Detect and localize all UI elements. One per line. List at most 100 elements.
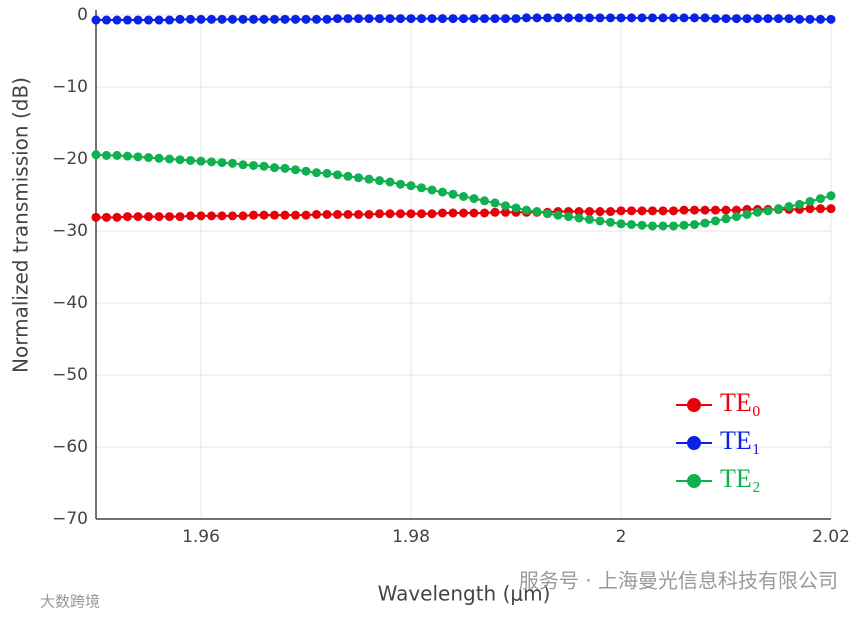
- data-point: [112, 212, 122, 222]
- x-tick-label: 2: [616, 527, 627, 547]
- data-point: [301, 14, 311, 24]
- data-point: [826, 204, 836, 214]
- data-point: [732, 205, 741, 215]
- data-point: [553, 13, 563, 23]
- data-point: [270, 210, 279, 220]
- data-point: [333, 209, 342, 219]
- data-point: [144, 212, 153, 222]
- data-point: [658, 13, 668, 23]
- data-point: [805, 14, 815, 24]
- data-point: [249, 210, 258, 220]
- legend-label: TE₀: [720, 388, 761, 417]
- data-point: [207, 211, 216, 221]
- data-point: [648, 221, 657, 231]
- data-point: [480, 14, 489, 24]
- data-point: [784, 202, 794, 212]
- y-tick-label: −30: [52, 221, 88, 241]
- data-point: [816, 14, 825, 24]
- data-point: [669, 206, 678, 216]
- data-point: [805, 196, 815, 206]
- data-point: [207, 157, 216, 167]
- data-point: [186, 155, 195, 165]
- data-point: [543, 209, 552, 219]
- data-point: [175, 14, 185, 24]
- data-point: [133, 212, 143, 222]
- data-point: [154, 15, 164, 25]
- data-point: [448, 208, 458, 218]
- data-point: [522, 205, 531, 215]
- y-tick-label: −70: [52, 509, 88, 529]
- x-tick-label: 1.98: [392, 527, 430, 547]
- data-point: [175, 155, 185, 165]
- data-point: [648, 13, 657, 23]
- data-point: [217, 158, 227, 168]
- data-point: [291, 14, 300, 24]
- data-point: [616, 13, 626, 23]
- data-point: [196, 156, 206, 166]
- data-point: [196, 211, 206, 221]
- data-point: [480, 196, 489, 206]
- data-point: [763, 206, 773, 216]
- data-point: [574, 213, 584, 223]
- data-point: [742, 14, 752, 24]
- data-point: [270, 163, 279, 173]
- data-point: [427, 209, 437, 219]
- data-point: [574, 207, 584, 217]
- data-point: [217, 211, 227, 221]
- data-point: [448, 14, 458, 24]
- data-point: [490, 207, 500, 217]
- data-point: [144, 153, 153, 163]
- data-point: [742, 209, 752, 219]
- x-tick-label: 1.96: [182, 527, 220, 547]
- data-point: [165, 15, 174, 25]
- data-point: [417, 14, 426, 24]
- data-point: [165, 154, 174, 164]
- data-point: [364, 174, 374, 184]
- data-point: [774, 14, 783, 24]
- data-point: [532, 13, 542, 23]
- data-point: [217, 14, 227, 24]
- data-point: [385, 209, 395, 219]
- data-point: [207, 14, 216, 24]
- data-point: [816, 204, 825, 214]
- data-point: [375, 209, 384, 219]
- data-point: [133, 15, 143, 25]
- data-point: [238, 160, 248, 170]
- data-point: [91, 15, 101, 25]
- data-point: [322, 209, 332, 219]
- data-point: [343, 209, 353, 219]
- data-point: [469, 208, 479, 218]
- data-point: [154, 153, 164, 163]
- data-point: [354, 173, 363, 183]
- data-point: [112, 150, 122, 160]
- data-point: [165, 212, 174, 222]
- data-point: [658, 206, 668, 216]
- data-point: [417, 183, 426, 193]
- data-point: [606, 13, 615, 23]
- legend-marker: [687, 398, 701, 412]
- data-point: [91, 150, 101, 160]
- data-point: [123, 212, 132, 222]
- x-axis-label: Wavelength (μm): [378, 582, 551, 606]
- data-point: [91, 212, 101, 222]
- data-point: [543, 13, 552, 23]
- data-point: [585, 214, 594, 224]
- data-point: [690, 220, 699, 230]
- data-point: [595, 13, 605, 23]
- data-point: [249, 14, 258, 24]
- data-point: [123, 151, 132, 161]
- data-point: [343, 14, 353, 24]
- data-point: [186, 211, 195, 221]
- data-point: [291, 165, 300, 175]
- data-point: [186, 14, 195, 24]
- data-point: [501, 201, 510, 211]
- data-point: [532, 207, 542, 217]
- data-point: [711, 216, 720, 226]
- data-point: [553, 210, 563, 220]
- data-point: [753, 207, 762, 217]
- data-point: [627, 13, 636, 23]
- data-point: [291, 210, 300, 220]
- data-point: [343, 171, 353, 181]
- data-point: [490, 198, 500, 208]
- data-point: [511, 14, 521, 24]
